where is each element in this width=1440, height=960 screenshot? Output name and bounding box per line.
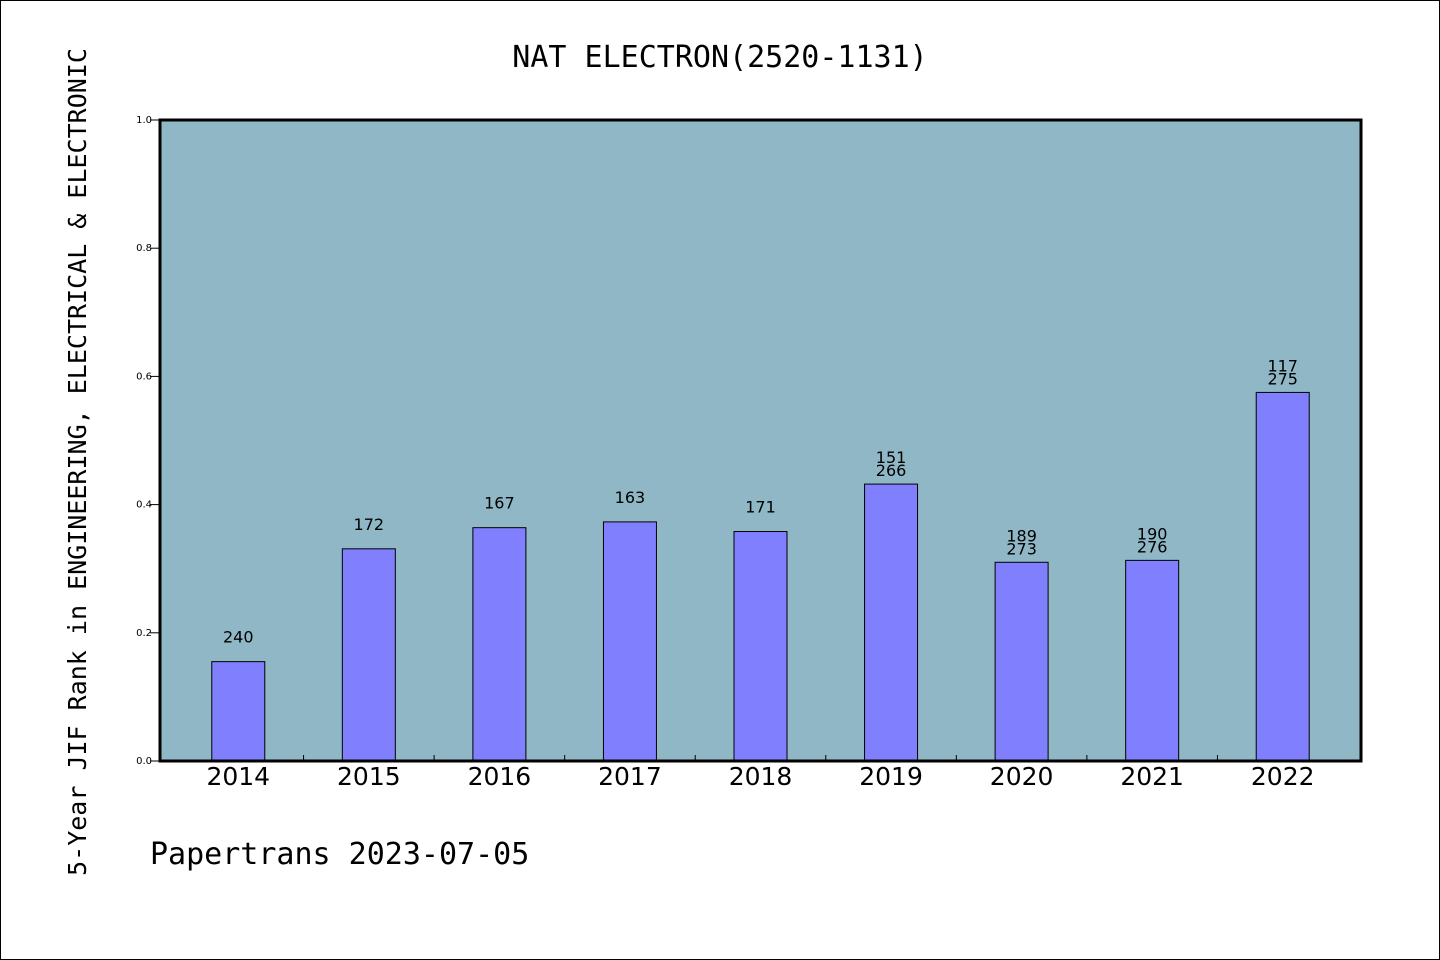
x-tick-label-2018: 2018 — [729, 762, 793, 791]
plot-border — [158, 118, 1363, 763]
bar-label-2016-1: 167 — [484, 494, 515, 513]
x-tick-label-2022: 2022 — [1251, 762, 1315, 791]
y-tick-label-0: 0.0 — [136, 756, 152, 767]
bar-label-2022-2: 275 — [1267, 369, 1298, 388]
bar-label-2021-2: 276 — [1137, 537, 1168, 556]
bar-2015 — [341, 548, 396, 762]
y-tick-label-5: 1.0 — [136, 115, 152, 126]
x-tick-label-2020: 2020 — [990, 762, 1054, 791]
bar-label-2020-2: 273 — [1006, 539, 1037, 558]
bar-label-2020-1: 189 — [1006, 526, 1037, 545]
x-tick-label-2017: 2017 — [598, 762, 662, 791]
bar-label-2017-1: 163 — [615, 488, 646, 507]
bar-2020 — [994, 561, 1049, 762]
footer-credit: Papertrans 2023-07-05 — [150, 837, 529, 872]
bar-label-2018-1: 171 — [745, 498, 776, 517]
bar-label-2019-1: 151 — [876, 448, 907, 467]
bar-2019 — [864, 483, 919, 762]
bar-2021 — [1125, 559, 1180, 762]
y-tick-label-3: 0.6 — [136, 371, 152, 382]
bar-label-2019-2: 266 — [876, 461, 907, 480]
bar-label-2015-1: 172 — [354, 515, 385, 534]
bar-2016 — [472, 527, 527, 762]
bar-2022 — [1255, 391, 1310, 762]
x-tick-label-2014: 2014 — [206, 762, 270, 791]
bar-2018 — [733, 531, 788, 762]
y-tick-label-2: 0.4 — [136, 500, 152, 511]
bar-label-2022-1: 117 — [1267, 356, 1298, 375]
x-tick-label-2019: 2019 — [859, 762, 923, 791]
chart-title: NAT ELECTRON(2520-1131) — [512, 40, 927, 75]
bar-label-2014-1: 240 — [223, 628, 254, 647]
x-tick-label-2021: 2021 — [1120, 762, 1184, 791]
y-axis-label: 5-Year JIF Rank in ENGINEERING, ELECTRIC… — [63, 48, 92, 876]
bar-label-2021-1: 190 — [1137, 524, 1168, 543]
x-tick-label-2016: 2016 — [468, 762, 532, 791]
x-tick-label-2015: 2015 — [337, 762, 401, 791]
bar-2014 — [211, 661, 266, 762]
bar-2017 — [602, 521, 657, 762]
y-tick-label-1: 0.2 — [136, 628, 152, 639]
y-tick-label-4: 0.8 — [136, 243, 152, 254]
